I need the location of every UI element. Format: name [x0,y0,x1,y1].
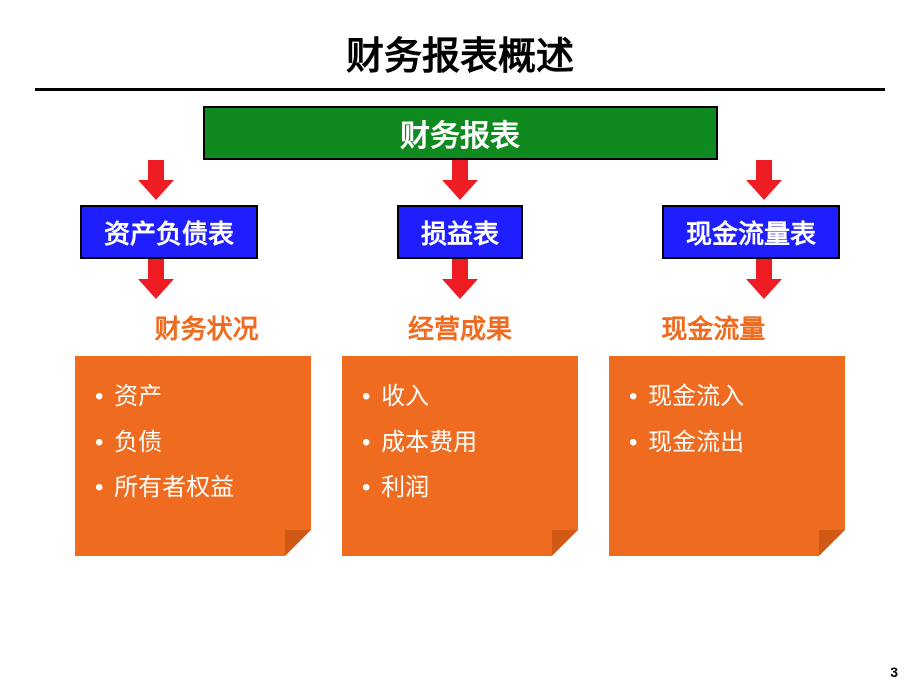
arrow-down-icon [140,160,172,202]
list-item: 成本费用 [354,420,566,466]
arrows-row-top [100,160,820,202]
subtitle-operating-results: 经营成果 [333,309,586,346]
arrow-down-icon [444,259,476,301]
card-financial-status: 资产 负债 所有者权益 [75,356,311,556]
card-cash-flow: 现金流入 现金流出 [609,356,845,556]
list-item: 所有者权益 [87,465,299,511]
arrow-down-icon [444,160,476,202]
card-operating-results: 收入 成本费用 利润 [342,356,578,556]
cards-row: 资产 负债 所有者权益 收入 成本费用 利润 现金流入 现金流出 [75,356,845,556]
blue-box-balance-sheet: 资产负债表 [80,205,258,259]
blue-box-income-statement: 损益表 [397,205,523,259]
list-item: 利润 [354,465,566,511]
title-underline [35,88,885,91]
list-item: 现金流出 [621,420,833,466]
arrow-down-icon [748,259,780,301]
page-curl-icon [819,530,845,556]
list-item: 现金流入 [621,374,833,420]
arrow-down-icon [748,160,780,202]
subtitles-row: 财务状况 经营成果 现金流量 [80,309,840,346]
blue-boxes-row: 资产负债表 损益表 现金流量表 [80,205,840,259]
subtitle-financial-status: 财务状况 [80,309,333,346]
arrows-row-bottom [100,259,820,301]
blue-box-cash-flow: 现金流量表 [662,205,840,259]
subtitle-cash-flow: 现金流量 [587,309,840,346]
page-curl-icon [552,530,578,556]
slide-title: 财务报表概述 [0,0,920,88]
page-number: 3 [890,664,898,680]
list-item: 资产 [87,374,299,420]
page-curl-icon [285,530,311,556]
list-item: 收入 [354,374,566,420]
list-item: 负债 [87,420,299,466]
arrow-down-icon [140,259,172,301]
root-box: 财务报表 [203,106,718,160]
